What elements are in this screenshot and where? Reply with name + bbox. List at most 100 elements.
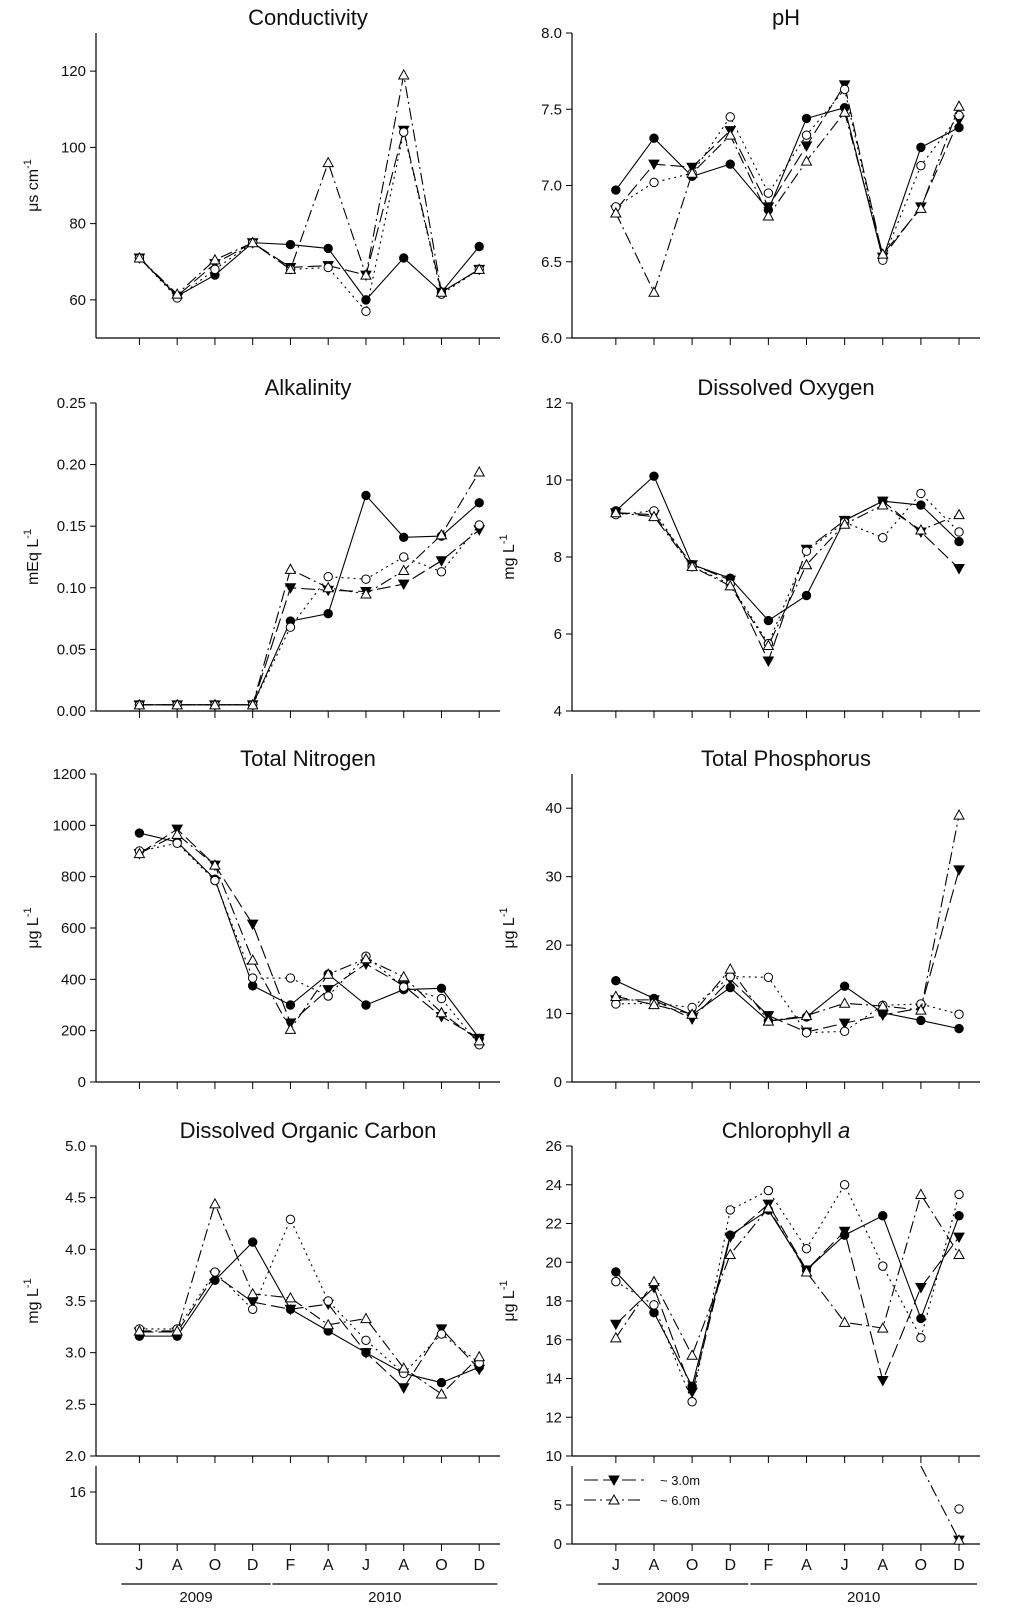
y-tick-label: 24 [545, 1177, 562, 1194]
series-shallow-point [323, 243, 333, 254]
series-mid-point [399, 982, 409, 992]
series-6m-point [284, 1023, 297, 1034]
series-3m-point [322, 985, 335, 996]
series-6m-point [876, 498, 889, 510]
series-mid-point [323, 572, 333, 582]
series-shallow-point [611, 976, 621, 986]
series-6m-point [838, 1316, 851, 1327]
series-3m-point [686, 1387, 698, 1399]
chart-title: Total Nitrogen [240, 746, 376, 771]
series-6m-line [920, 1465, 960, 1541]
series-mid-point [436, 567, 447, 577]
series-shallow-point [611, 185, 621, 195]
y-tick-label: 60 [69, 292, 86, 309]
series-3m-point [284, 1304, 297, 1316]
series-shallow-point [323, 608, 333, 619]
x-tick-label: F [763, 1557, 773, 1574]
series-6m-point [246, 236, 259, 248]
chart-panel: 2.0 2.5 3.0 3.5 4.0 4.5 5.0 Dissolved Organic C… [22, 1118, 500, 1465]
y-tick-label: 12 [545, 395, 562, 412]
series-3m-point [953, 865, 965, 876]
y-tick-label: 400 [61, 971, 86, 988]
series-3m-line [615, 869, 960, 1033]
series-mid-point [687, 1397, 697, 1407]
y-tick-label: 0.10 [57, 580, 86, 597]
y-tick-label: 26 [545, 1138, 562, 1155]
x-tick-label: A [172, 1557, 183, 1574]
y-axis-label-exponent: -1 [22, 907, 34, 917]
series-shallow-point [916, 142, 926, 153]
series-3m-point [953, 1232, 965, 1244]
series-3m-point [876, 1375, 889, 1387]
series-mid-point [878, 533, 888, 543]
series-6m-point [724, 129, 737, 140]
series-mid-point [361, 306, 371, 317]
chart-panel: 0 200 400 600 800 1000 1200 Total Nitrogen μg L-… [22, 746, 500, 1091]
series-shallow-line [615, 107, 960, 261]
series-mid-line [139, 524, 480, 706]
series-shallow-point [399, 253, 409, 263]
legend-label: ~ 6.0m [660, 1493, 700, 1508]
series-3m-point [246, 919, 259, 931]
series-shallow-point [247, 1237, 258, 1247]
x-tick-label: O [915, 1557, 927, 1574]
chart-title: Dissolved Oxygen [697, 375, 874, 400]
series-6m-point [686, 560, 698, 572]
series-shallow-line [139, 1241, 480, 1384]
y-axis-label-exponent: -1 [498, 534, 510, 544]
series-mid-point [361, 574, 371, 584]
series-6m-point [284, 1291, 297, 1303]
y-tick-label: 7.0 [541, 178, 562, 195]
series-mid-point [916, 488, 926, 499]
series-mid-point [801, 1243, 812, 1254]
series-3m-point [838, 1018, 851, 1030]
series-shallow-point [801, 113, 812, 124]
y-tick-label: 10 [545, 1448, 562, 1465]
x-tick-label: D [473, 1557, 485, 1574]
series-3m-line [139, 828, 480, 1039]
y-tick-label: 22 [545, 1216, 562, 1233]
series-6m-point [724, 963, 737, 974]
y-tick-label: 0 [78, 1074, 86, 1091]
series-mid-line [615, 88, 960, 263]
series-mid-point [763, 188, 774, 198]
x-tick-label: A [877, 1557, 888, 1574]
series-6m-point [953, 1534, 965, 1545]
series-shallow-point [285, 1000, 296, 1010]
series-shallow-point [954, 1211, 964, 1221]
y-tick-label: 1200 [53, 766, 86, 783]
series-mid-point [954, 110, 964, 121]
series-6m-line [615, 504, 960, 647]
series-shallow-line [139, 494, 480, 706]
y-tick-label: 8.0 [541, 25, 562, 42]
series-6m-point [473, 1034, 486, 1046]
series-shallow-point [285, 239, 296, 250]
series-6m-line [139, 833, 480, 1042]
series-shallow-point [134, 828, 145, 838]
y-axis-label-exponent: -1 [498, 1280, 510, 1290]
series-6m-line [615, 106, 960, 294]
series-mid-point [916, 1333, 926, 1343]
series-shallow-point [361, 1000, 371, 1010]
series-shallow-line [139, 242, 480, 301]
series-6m-point [953, 508, 965, 520]
series-mid-point [839, 1180, 850, 1190]
series-6m-point [246, 698, 259, 710]
series-6m-point [246, 954, 259, 965]
chart-title: Total Phosphorus [701, 746, 871, 771]
series-6m-point [953, 100, 965, 111]
series-shallow-point [725, 159, 735, 169]
series-mid-point [878, 1261, 888, 1271]
series-6m-point [171, 1324, 184, 1336]
y-tick-label: 16 [69, 1484, 86, 1501]
series-shallow-point [916, 1313, 926, 1324]
x-tick-label: O [686, 1557, 698, 1574]
year-label: 2009 [179, 1589, 212, 1606]
y-axis-label: μg L-1 [22, 907, 42, 948]
series-mid-point [210, 1267, 220, 1277]
series-6m-point [953, 809, 965, 820]
series-mid-point [839, 1026, 850, 1037]
y-tick-label: 2.0 [65, 1448, 86, 1465]
series-6m-point [648, 998, 660, 1010]
series-6m-point [876, 1322, 889, 1333]
